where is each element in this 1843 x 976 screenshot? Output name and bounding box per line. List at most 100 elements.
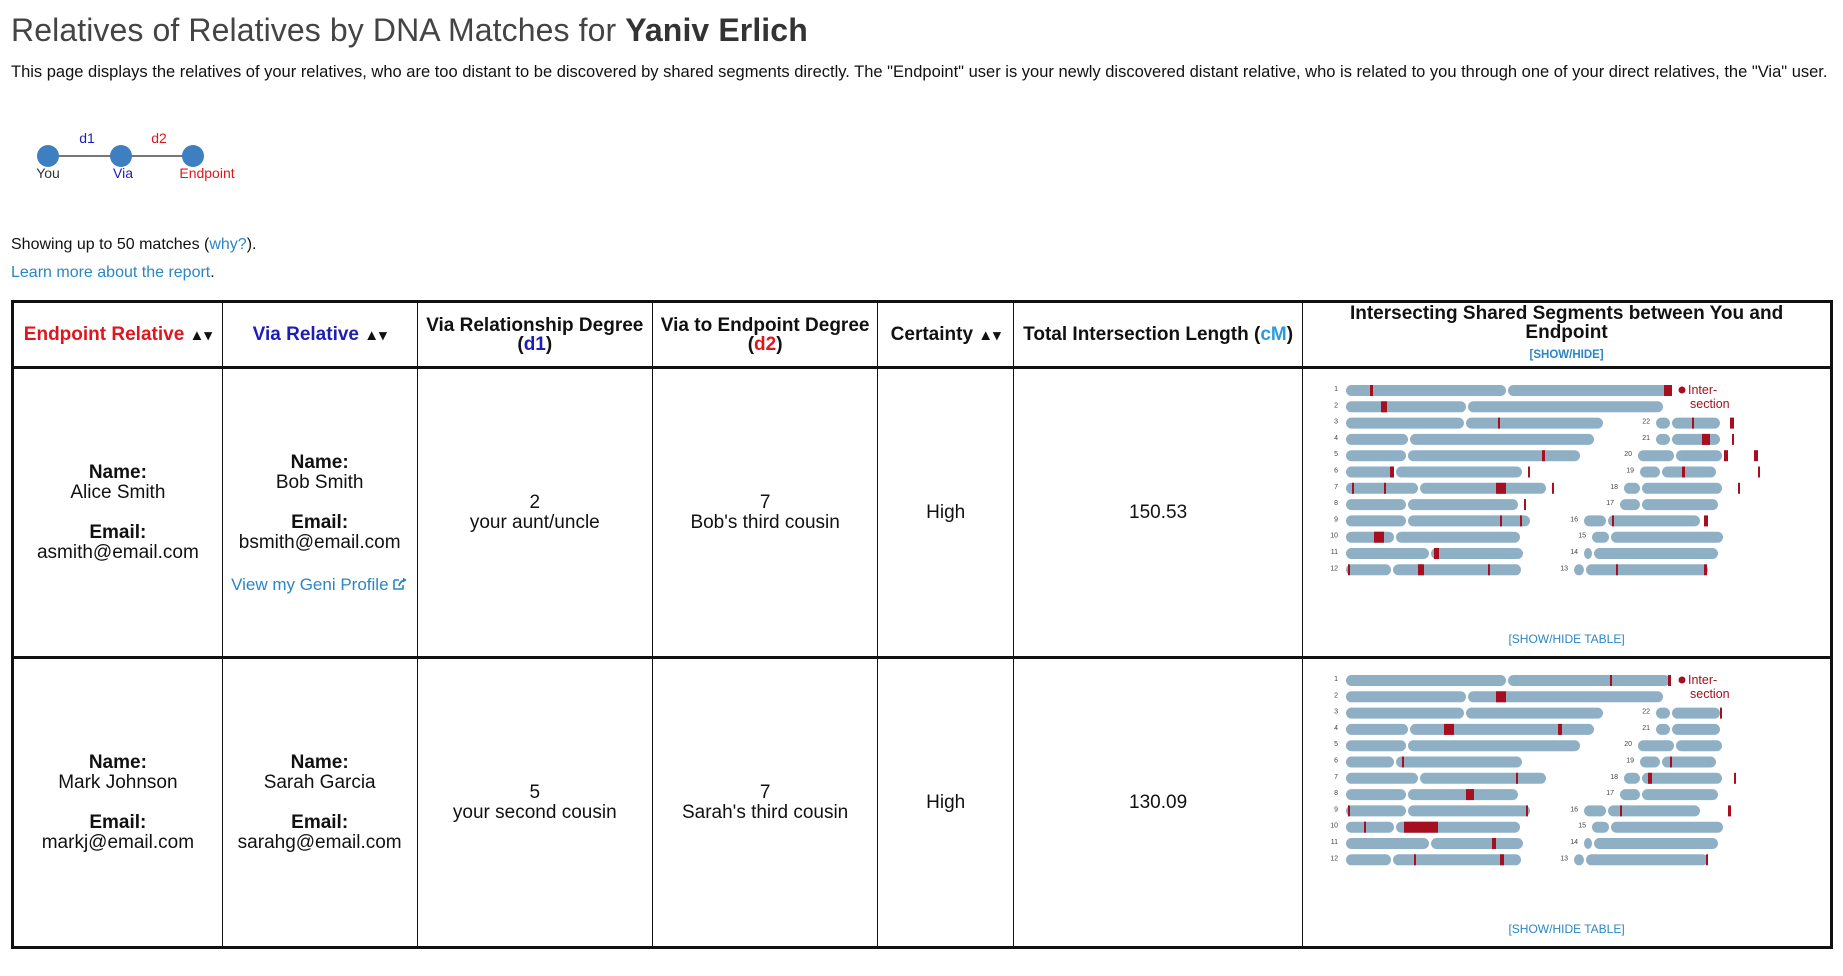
intersection-band xyxy=(1663,384,1668,396)
intersection-band xyxy=(1499,514,1502,526)
chromosome-arm xyxy=(1661,466,1716,477)
showing-count: Showing up to 50 matches (why?). xyxy=(11,236,257,253)
sort-icon[interactable]: ▲▾ xyxy=(364,326,387,344)
chromosome-label: 8 xyxy=(1334,500,1338,507)
intersection-band xyxy=(1727,804,1731,816)
learn-more-link[interactable]: Learn more about the report xyxy=(11,264,211,281)
chromosome-arm xyxy=(1637,449,1674,461)
chromosome-arm xyxy=(1345,837,1429,849)
via-degree-cell: 2 your aunt/uncle xyxy=(416,367,653,659)
chromosome-label: 3 xyxy=(1334,708,1338,715)
chromosome-arm xyxy=(1641,788,1718,800)
chromosome-label: 2 xyxy=(1334,402,1338,409)
relationship-diagram: d1 d2 You Via Endpoint xyxy=(11,112,1832,200)
chromosome-arm xyxy=(1675,449,1722,461)
chromosome-label: 9 xyxy=(1334,516,1338,523)
table-header-row: Endpoint Relative ▲▾ Via Relative ▲▾ Via… xyxy=(12,301,1832,369)
chromosome-arm xyxy=(1655,417,1670,429)
chromosome-arm xyxy=(1671,723,1720,735)
chromosome-arm xyxy=(1623,482,1640,494)
via-cell: Name: Bob Smith Email: bsmith@email.com … xyxy=(221,367,418,659)
endpoint-degree-cell: 7 Sarah's third cousin xyxy=(651,657,879,948)
chromosome-arm xyxy=(1583,837,1592,849)
certainty-cell: High xyxy=(877,367,1015,659)
intersection-band xyxy=(1753,449,1758,461)
chromosome-arm xyxy=(1345,466,1394,477)
chromosome-arm xyxy=(1430,547,1523,559)
header-segments: Intersecting Shared Segments between You… xyxy=(1302,301,1832,369)
chromosome-label: 4 xyxy=(1334,434,1338,441)
header-via-relative[interactable]: Via Relative ▲▾ xyxy=(221,301,418,369)
chromosome-label: 4 xyxy=(1334,724,1338,731)
chromosome-label: 6 xyxy=(1334,757,1338,764)
intersection-band xyxy=(1701,433,1710,445)
chromosome-arm xyxy=(1345,690,1466,702)
intersection-band xyxy=(1681,466,1685,477)
learn-more: Learn more about the report. xyxy=(11,264,215,281)
chromosome-arm xyxy=(1419,482,1546,494)
chromosome-label: 15 xyxy=(1578,532,1586,539)
you-label: You xyxy=(36,165,60,181)
intersection-band xyxy=(1519,514,1522,526)
chromosome-arm xyxy=(1345,547,1429,559)
chromosome-label: 3 xyxy=(1334,418,1338,425)
via-name: Bob Smith xyxy=(275,471,364,493)
chromosome-arm xyxy=(1467,690,1663,702)
intersection-band xyxy=(1723,449,1728,461)
chromosome-label: 20 xyxy=(1624,451,1632,458)
endpoint-name: Mark Johnson xyxy=(58,771,178,793)
via-label: Via xyxy=(113,165,133,181)
header-certainty[interactable]: Certainty ▲▾ xyxy=(877,301,1015,369)
table-row: Name: Mark Johnson Email: markj@email.co… xyxy=(12,657,1832,948)
chromosome-arm xyxy=(1671,417,1720,429)
via-degree-number: 2 xyxy=(529,491,541,513)
endpoint-cell: Name: Mark Johnson Email: markj@email.co… xyxy=(12,657,223,948)
chromosome-arm xyxy=(1591,531,1609,543)
chromosome-label: 8 xyxy=(1334,790,1338,797)
geni-profile-link[interactable]: View my Geni Profile xyxy=(231,575,408,595)
chromosome-arm xyxy=(1637,739,1674,751)
sort-icon[interactable]: ▲▾ xyxy=(978,326,1001,344)
chromosome-arm xyxy=(1641,772,1722,784)
chromosome-arm xyxy=(1395,531,1520,543)
segments-show-hide-link[interactable]: [SHOW/HIDE] xyxy=(1529,349,1604,361)
header-endpoint-relative[interactable]: Endpoint Relative ▲▾ xyxy=(12,301,223,369)
certainty-cell: High xyxy=(877,657,1015,948)
chromosome-arm xyxy=(1591,821,1609,833)
chromosome-arm xyxy=(1407,498,1518,510)
endpoint-degree-number: 7 xyxy=(759,781,771,803)
sort-icon[interactable]: ▲▾ xyxy=(189,326,212,344)
intersection-band xyxy=(1541,449,1545,461)
chromosome-arm xyxy=(1345,384,1506,396)
chromosome-arm xyxy=(1345,400,1466,412)
intersection-band xyxy=(1523,498,1526,510)
chromosome-arm xyxy=(1345,707,1464,719)
intersection-band xyxy=(1557,723,1562,735)
chromosome-label: 7 xyxy=(1334,773,1338,780)
why-link[interactable]: why? xyxy=(209,236,247,253)
chromosome-label: 6 xyxy=(1334,467,1338,474)
chromosome-label: 11 xyxy=(1330,839,1337,846)
chromosome-label: 13 xyxy=(1560,565,1568,572)
show-hide-table-link[interactable]: [SHOW/HIDE TABLE] xyxy=(1508,921,1625,936)
chromosome-arm xyxy=(1671,433,1720,445)
intersection-band xyxy=(1380,400,1387,412)
chromosome-label: 16 xyxy=(1570,516,1578,523)
chromosome-label: 15 xyxy=(1578,822,1586,829)
show-hide-table-link[interactable]: [SHOW/HIDE TABLE] xyxy=(1508,631,1625,646)
chromosome-label: 18 xyxy=(1610,483,1618,490)
endpoint-node xyxy=(182,145,204,167)
via-degree-cell: 5 your second cousin xyxy=(416,657,653,948)
header-via-degree: Via Relationship Degree (d1) xyxy=(416,301,653,369)
chromosome-arm xyxy=(1395,466,1522,477)
via-degree-text: your second cousin xyxy=(452,801,617,823)
intersection-band xyxy=(1609,674,1612,686)
chromosome-label: 19 xyxy=(1626,467,1634,474)
intersection-band xyxy=(1527,466,1530,477)
legend-dot xyxy=(1678,676,1686,683)
matches-table: Endpoint Relative ▲▾ Via Relative ▲▾ Via… xyxy=(11,300,1833,949)
chromosome-arm xyxy=(1392,853,1521,865)
header-total-length: Total Intersection Length (cM) xyxy=(1013,301,1304,369)
chromosome-arm xyxy=(1345,804,1406,816)
intersection-band xyxy=(1615,563,1618,575)
